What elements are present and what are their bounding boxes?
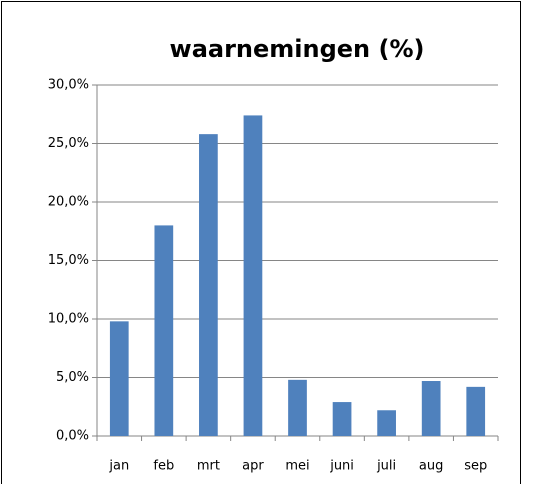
- bar: [377, 410, 396, 436]
- y-tick-label: 0,0%: [56, 429, 89, 444]
- x-tick-label: juni: [329, 459, 354, 474]
- x-tick-label: mei: [285, 459, 309, 474]
- bar: [332, 402, 352, 436]
- x-tick-label: aug: [419, 459, 443, 474]
- x-tick-label: sep: [464, 459, 487, 474]
- y-tick-label: 30,0%: [48, 78, 89, 93]
- y-tick-label: 25,0%: [48, 136, 89, 151]
- bar: [421, 381, 441, 436]
- bar: [466, 386, 486, 436]
- bar: [243, 115, 263, 437]
- x-tick-label: feb: [153, 459, 174, 474]
- bar: [154, 225, 174, 436]
- x-tick-label: mrt: [197, 459, 220, 474]
- y-tick-label: 15,0%: [48, 253, 89, 268]
- x-tick-label: apr: [242, 459, 264, 474]
- bar: [288, 379, 307, 436]
- y-tick-label: 5,0%: [56, 370, 89, 385]
- bar: [109, 321, 129, 436]
- y-tick-label: 10,0%: [48, 312, 89, 327]
- y-tick-label: 20,0%: [48, 195, 89, 210]
- x-tick-label: juli: [376, 459, 396, 474]
- x-tick-label: jan: [108, 459, 129, 474]
- chart-title: waarnemingen (%): [170, 35, 425, 63]
- bar: [199, 134, 218, 436]
